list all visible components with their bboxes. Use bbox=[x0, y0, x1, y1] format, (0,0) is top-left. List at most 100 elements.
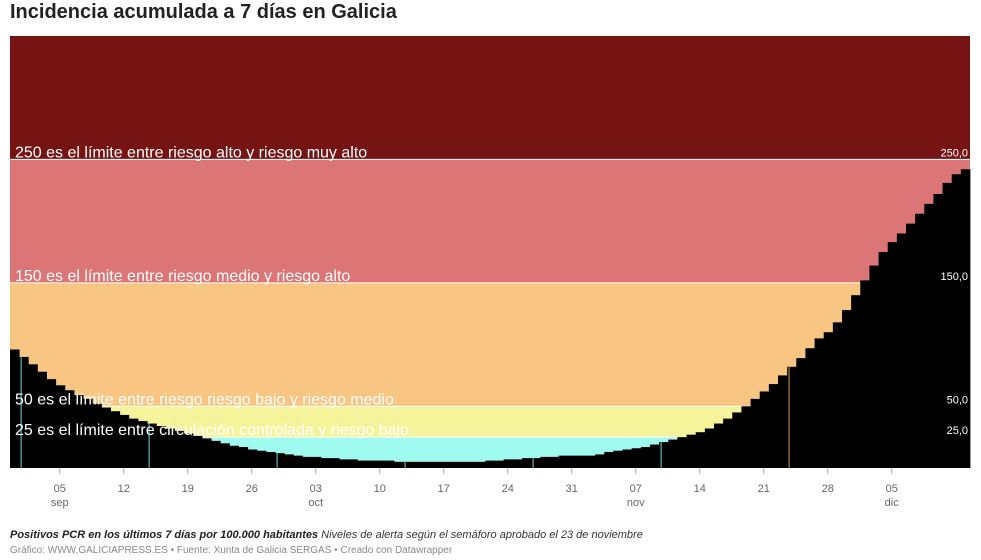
data-bar bbox=[138, 421, 148, 468]
data-bar bbox=[613, 450, 623, 468]
y-tick-label: 150,0 bbox=[940, 271, 968, 283]
data-bar bbox=[695, 432, 706, 468]
credit-sep-1: • bbox=[167, 545, 177, 556]
data-bar bbox=[156, 426, 166, 468]
data-bar bbox=[650, 444, 660, 468]
data-bar bbox=[869, 265, 879, 468]
data-bar bbox=[860, 280, 870, 468]
data-bar bbox=[174, 430, 185, 468]
data-bar bbox=[238, 447, 249, 468]
data-bar bbox=[640, 447, 651, 468]
data-bar bbox=[558, 455, 569, 468]
band-label: 150 es el límite entre riesgo medio y ri… bbox=[15, 268, 350, 285]
data-bar bbox=[439, 461, 450, 468]
data-bar bbox=[10, 349, 20, 468]
x-tick-day: 03 bbox=[310, 483, 322, 495]
credit-grafico: Gráfico: WWW.GALICIAPRESS.ES bbox=[10, 545, 168, 556]
data-bar bbox=[896, 233, 907, 468]
data-bar bbox=[522, 458, 532, 468]
data-bar bbox=[814, 338, 825, 468]
x-tick-day: 31 bbox=[566, 483, 578, 495]
data-bar bbox=[357, 460, 367, 468]
data-bar bbox=[384, 460, 395, 468]
data-bar bbox=[567, 455, 578, 468]
data-bar bbox=[348, 459, 358, 468]
data-bar bbox=[732, 412, 742, 468]
data-bar bbox=[165, 428, 175, 468]
data-bar bbox=[37, 371, 47, 468]
data-bar bbox=[192, 435, 203, 468]
data-bar bbox=[64, 390, 75, 468]
data-bar bbox=[128, 418, 139, 468]
data-bar bbox=[787, 366, 797, 468]
x-tick-day: 05 bbox=[886, 483, 898, 495]
x-tick-day: 17 bbox=[438, 483, 450, 495]
x-tick-month: oct bbox=[308, 497, 323, 509]
data-bar bbox=[92, 403, 102, 468]
data-bar bbox=[110, 411, 121, 468]
notes-bold: Positivos PCR en los últimos 7 días por … bbox=[10, 529, 319, 541]
band-4 bbox=[10, 36, 970, 160]
data-bar bbox=[531, 458, 541, 468]
data-bar bbox=[211, 440, 221, 468]
data-bar bbox=[622, 449, 633, 468]
chart-notes: Positivos PCR en los últimos 7 días por … bbox=[10, 529, 643, 541]
data-bar bbox=[677, 437, 687, 468]
data-bar bbox=[595, 454, 605, 468]
x-tick-month: nov bbox=[627, 497, 645, 509]
data-bar bbox=[915, 213, 925, 468]
band-3 bbox=[10, 159, 970, 283]
data-bar bbox=[503, 459, 514, 468]
data-bar bbox=[659, 442, 669, 468]
data-bar bbox=[28, 364, 38, 468]
data-bar bbox=[247, 449, 258, 468]
credit-fuente: Fuente: Xunta de Galicia SERGAS bbox=[176, 545, 332, 556]
data-bar bbox=[832, 322, 843, 468]
credit-sep-2: • bbox=[331, 545, 341, 556]
data-bar bbox=[485, 460, 495, 468]
y-tick-label: 250,0 bbox=[940, 147, 968, 159]
data-bar bbox=[302, 456, 313, 468]
data-bar bbox=[311, 456, 322, 468]
data-bar bbox=[741, 406, 751, 468]
data-bar bbox=[458, 461, 468, 468]
data-bar bbox=[805, 348, 815, 468]
data-bar bbox=[101, 407, 111, 468]
x-tick-month: sep bbox=[51, 497, 69, 509]
data-bar bbox=[549, 456, 559, 468]
y-tick-label: 50,0 bbox=[947, 394, 968, 406]
data-bar bbox=[631, 448, 642, 468]
data-bar bbox=[604, 451, 614, 468]
data-bar bbox=[421, 461, 431, 468]
data-bar bbox=[366, 460, 377, 468]
data-bar bbox=[256, 450, 267, 468]
data-bar bbox=[320, 458, 331, 468]
data-bar bbox=[284, 454, 294, 468]
data-bar bbox=[778, 375, 788, 468]
band-label: 50 es el límite entre riesgo riesgo bajo… bbox=[15, 391, 394, 408]
x-tick-day: 07 bbox=[630, 483, 642, 495]
data-bar bbox=[412, 461, 422, 468]
data-bar bbox=[842, 310, 852, 468]
data-bar bbox=[924, 203, 934, 468]
x-tick-day: 21 bbox=[758, 483, 770, 495]
data-bar bbox=[823, 332, 834, 468]
data-bar bbox=[686, 434, 697, 468]
data-bar bbox=[55, 385, 66, 468]
data-bar bbox=[586, 455, 596, 468]
data-bar bbox=[576, 455, 587, 468]
x-tick-day: 10 bbox=[374, 483, 386, 495]
data-bar bbox=[19, 356, 29, 468]
data-bar bbox=[723, 418, 733, 468]
incidence-chart: 25 es el límite entre circulación contro… bbox=[10, 36, 971, 509]
credits: Gráfico: WWW.GALICIAPRESS.ES • Fuente: X… bbox=[10, 545, 452, 556]
data-bar bbox=[750, 398, 761, 468]
data-bar bbox=[330, 458, 340, 468]
x-tick-day: 12 bbox=[118, 483, 130, 495]
x-tick-day: 19 bbox=[182, 483, 194, 495]
data-bar bbox=[375, 460, 386, 468]
data-bar bbox=[768, 384, 779, 468]
data-bar bbox=[339, 459, 349, 468]
data-bar bbox=[430, 461, 441, 468]
data-bar bbox=[704, 428, 715, 468]
